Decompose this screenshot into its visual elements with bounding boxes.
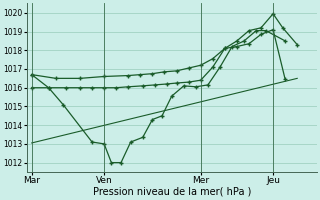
X-axis label: Pression niveau de la mer( hPa ): Pression niveau de la mer( hPa ) [92,187,251,197]
